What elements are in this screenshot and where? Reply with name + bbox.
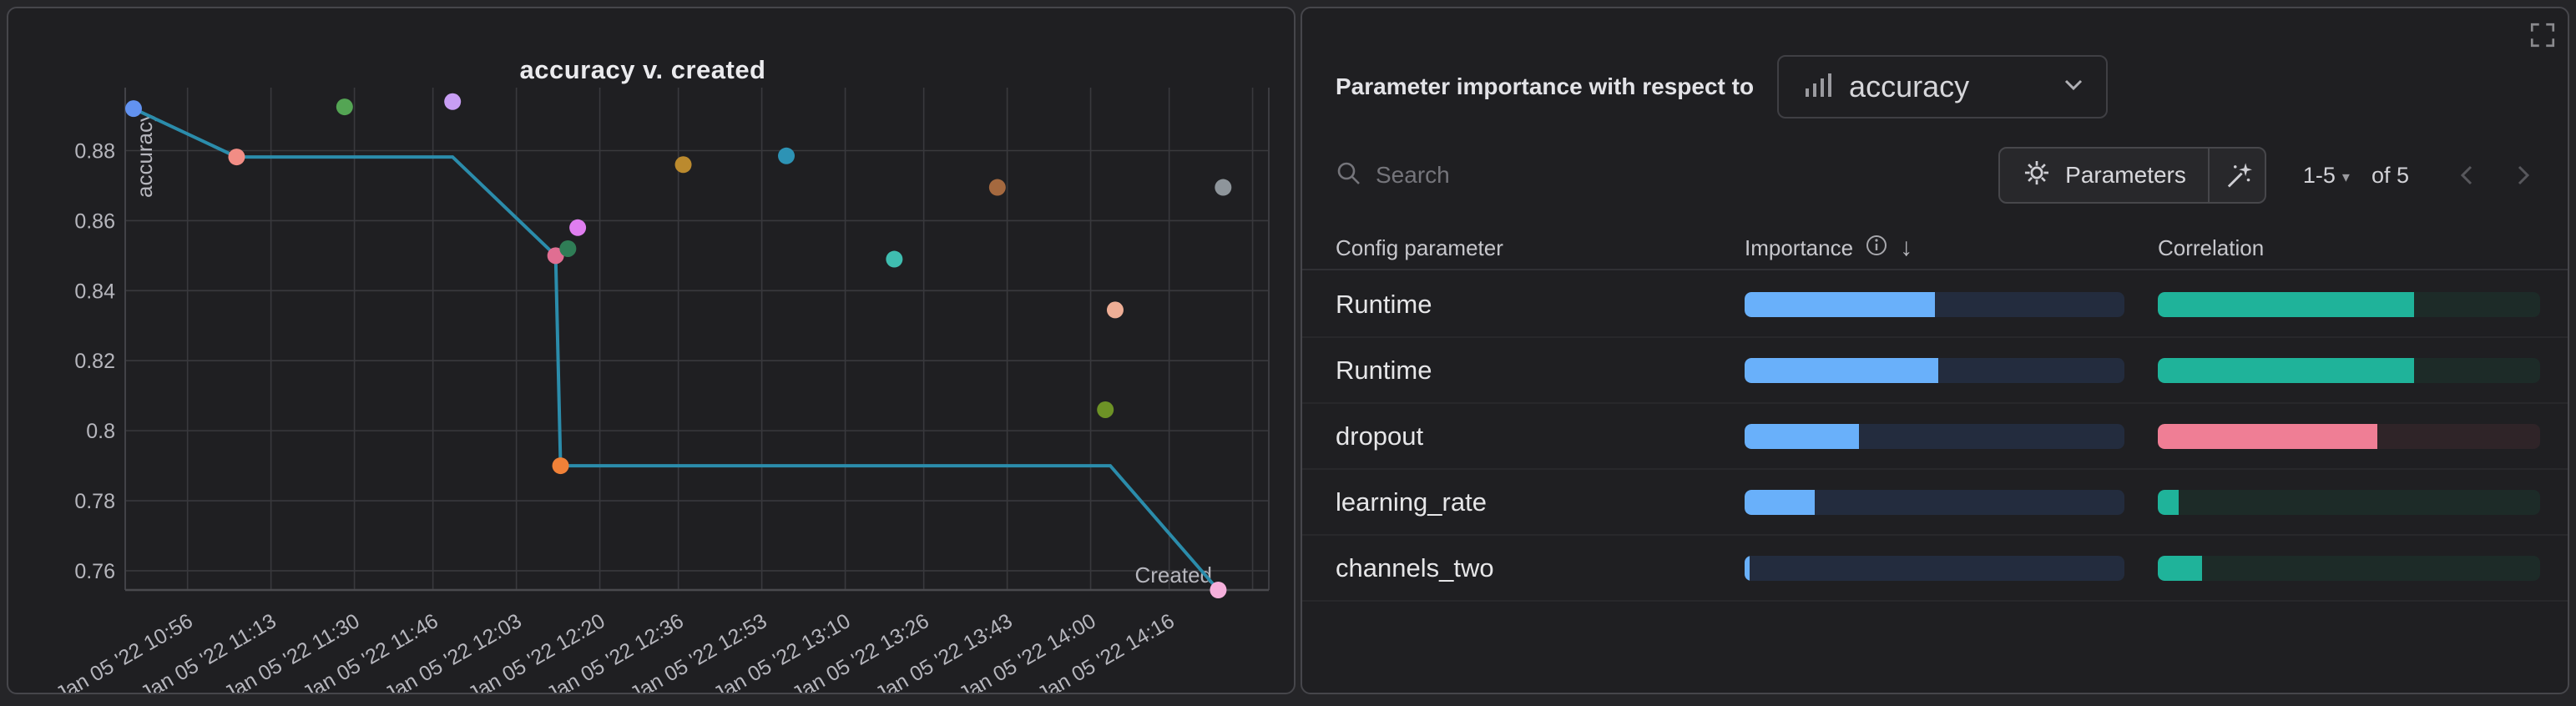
y-tick-label: 0.88	[74, 140, 115, 164]
scatter-point[interactable]	[444, 93, 462, 110]
scatter-point[interactable]	[569, 219, 587, 236]
scatter-point[interactable]	[886, 250, 903, 268]
scatter-point[interactable]	[336, 98, 353, 116]
importance-bar-fill	[1745, 555, 1750, 581]
info-icon[interactable]	[1865, 234, 1888, 263]
scatter-point[interactable]	[1210, 582, 1227, 598]
importance-bar	[1745, 291, 2124, 317]
y-tick-label: 0.8	[86, 420, 115, 443]
y-axis-title: accuracy	[132, 111, 157, 198]
y-tick-label: 0.82	[74, 350, 115, 373]
column-header-importance[interactable]: Importance	[1745, 234, 1854, 260]
scatter-point[interactable]	[1215, 179, 1232, 196]
correlation-bar-fill	[2158, 357, 2414, 383]
scatter-point[interactable]	[552, 457, 569, 475]
y-tick-label: 0.86	[74, 209, 115, 233]
importance-bar-fill	[1745, 423, 1859, 449]
column-header-config-parameter[interactable]: Config parameter	[1336, 234, 1503, 260]
caret-down-icon: ▾	[2341, 168, 2350, 185]
x-axis-title: Created	[1135, 562, 1213, 587]
importance-bar-fill	[1745, 357, 1939, 383]
parameters-button[interactable]: Parameters	[2000, 149, 2208, 202]
metric-select-value: accuracy	[1849, 69, 1970, 103]
scatter-point[interactable]	[124, 100, 142, 118]
bar-chart-icon	[1801, 68, 1834, 106]
magic-wand-button[interactable]	[2210, 149, 2265, 202]
y-tick-label: 0.78	[74, 490, 115, 513]
parameter-row[interactable]: Runtime	[1302, 272, 2568, 338]
accuracy-created-panel: accuracy v. created 0.88 0.86 0.84 0.82 0.8 0…	[7, 7, 1296, 694]
importance-bar	[1745, 489, 2124, 515]
parameters-button-group: Parameters	[1998, 147, 2266, 204]
search-icon	[1336, 160, 1362, 191]
scatter-point[interactable]	[559, 240, 577, 257]
parameter-row[interactable]: channels_two	[1302, 536, 2568, 602]
chevron-down-icon	[2061, 78, 2086, 97]
gear-icon	[2022, 158, 2052, 194]
correlation-bar	[2158, 357, 2540, 383]
prev-page-button[interactable]	[2452, 160, 2483, 190]
parameter-row[interactable]: dropout	[1302, 404, 2568, 470]
parameter-importance-panel: Parameter importance with respect to acc…	[1301, 7, 2569, 694]
parameter-row[interactable]: Runtime	[1302, 338, 2568, 404]
y-tick-label: 0.76	[74, 560, 115, 583]
page-range-select[interactable]: 1-5	[2302, 162, 2336, 188]
correlation-bar	[2158, 423, 2540, 449]
y-tick-label: 0.84	[74, 280, 115, 303]
panel-title: Parameter importance with respect to	[1336, 73, 1755, 99]
parameter-row[interactable]: learning_rate	[1302, 470, 2568, 536]
parameter-name: Runtime	[1336, 355, 1432, 385]
next-page-button[interactable]	[2508, 160, 2538, 190]
importance-bar	[1745, 555, 2124, 581]
importance-bar	[1745, 423, 2124, 449]
run-history-line[interactable]	[133, 107, 1220, 592]
correlation-bar-fill	[2158, 423, 2378, 449]
scatter-point[interactable]	[674, 156, 692, 174]
parameters-button-label: Parameters	[2065, 162, 2186, 188]
importance-bar-fill	[1745, 489, 1816, 515]
metric-select[interactable]: accuracy	[1777, 55, 2109, 119]
scatter-point[interactable]	[1106, 301, 1124, 319]
correlation-bar	[2158, 291, 2540, 317]
correlation-bar-fill	[2158, 489, 2179, 515]
importance-bar	[1745, 357, 2124, 383]
correlation-bar-fill	[2158, 555, 2202, 581]
sort-descending-icon[interactable]: ↓	[1900, 234, 1913, 261]
scatter-point[interactable]	[778, 147, 796, 164]
column-header-correlation[interactable]: Correlation	[2158, 234, 2265, 260]
parameter-name: learning_rate	[1336, 487, 1487, 517]
button-divider	[2207, 149, 2210, 202]
fullscreen-icon[interactable]	[2528, 20, 2558, 50]
search-input[interactable]	[1376, 162, 1999, 189]
page-total: of 5	[2371, 162, 2409, 188]
scatter-point[interactable]	[988, 179, 1006, 196]
parameter-name: channels_two	[1336, 552, 1494, 582]
chart-title: accuracy v. created	[519, 55, 766, 84]
scatter-point[interactable]	[228, 149, 245, 166]
pagination: 1-5 ▾ of 5	[2303, 163, 2409, 189]
correlation-bar-fill	[2158, 291, 2414, 317]
parameter-name: Runtime	[1336, 289, 1432, 319]
scatter-point[interactable]	[1097, 401, 1114, 418]
correlation-bar	[2158, 489, 2540, 515]
scatter-point[interactable]	[547, 247, 564, 265]
parameter-name: dropout	[1336, 421, 1424, 451]
importance-bar-fill	[1745, 291, 1935, 317]
correlation-bar	[2158, 555, 2540, 581]
